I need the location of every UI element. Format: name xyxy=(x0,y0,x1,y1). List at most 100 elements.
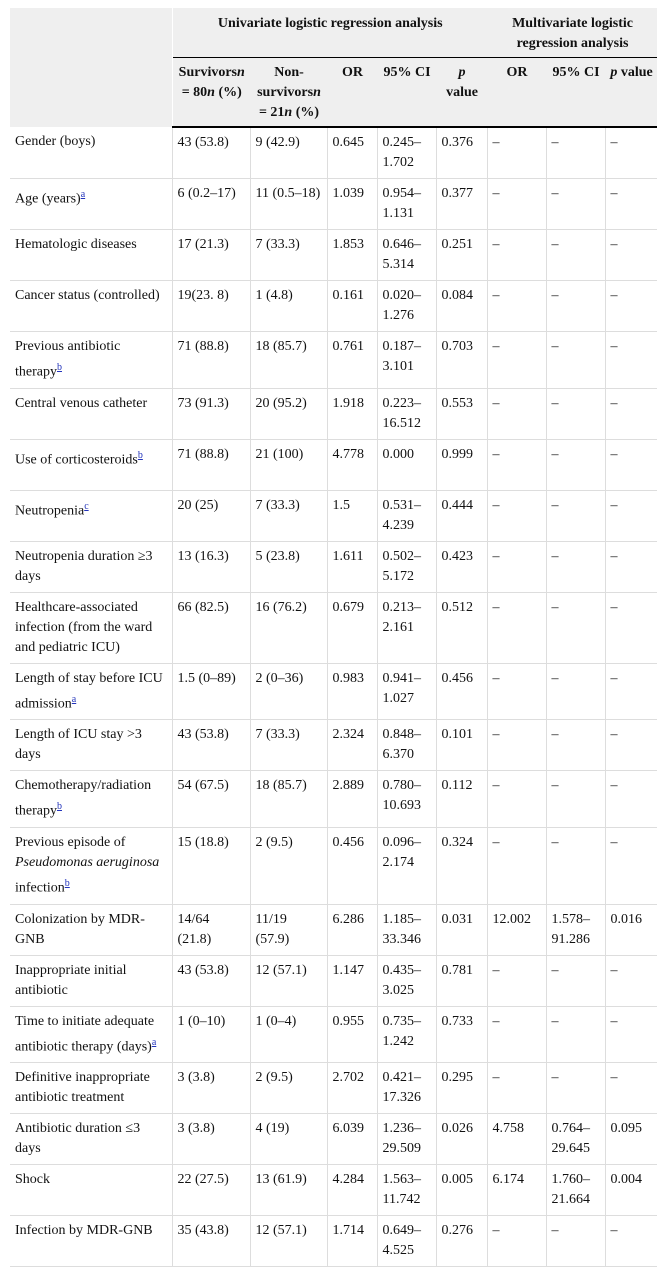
footnote-link[interactable]: b xyxy=(56,801,62,813)
footnote-link[interactable]: c xyxy=(84,500,89,512)
cell: – xyxy=(546,1006,606,1064)
cell: – xyxy=(487,280,547,332)
cell: 0.101 xyxy=(436,719,488,772)
table-row: Infection by MDR-GNB 35 (43.8) 12 (57.1) 1.… xyxy=(10,1215,658,1268)
cell: 1 (0–4) xyxy=(250,1006,328,1064)
cell: 0.423 xyxy=(436,541,488,593)
cell: – xyxy=(546,388,606,440)
cell: 5 (23.8) xyxy=(250,541,328,593)
cell: 12 (57.1) xyxy=(250,955,328,1007)
text: 95% CI xyxy=(383,65,431,80)
cell: – xyxy=(605,490,658,542)
cell: – xyxy=(605,127,658,179)
column-header: Non-survivorsn = 21n (%) xyxy=(250,57,327,128)
cell: 1.918 xyxy=(327,388,378,440)
cell: 0.553 xyxy=(436,388,488,440)
cell: 1.714 xyxy=(327,1215,378,1268)
footnote-link[interactable]: a xyxy=(71,693,77,705)
row-label: Previous antibiotic therapyb xyxy=(10,331,173,389)
cell: 0.295 xyxy=(436,1062,488,1115)
cell: 0.004 xyxy=(605,1164,658,1217)
cell: 22 (27.5) xyxy=(172,1164,251,1217)
table-row: Length of stay before ICU admissiona 1.5 … xyxy=(10,663,658,721)
cell: 0.781 xyxy=(436,955,488,1007)
cell: 0.848–6.370 xyxy=(377,719,437,772)
cell: 1 (4.8) xyxy=(250,280,328,332)
cell: 3 (3.8) xyxy=(172,1113,251,1166)
cell: 0.324 xyxy=(436,827,488,905)
text: Definitive inappropriate antibiotic trea… xyxy=(15,1070,150,1106)
italic-text: n xyxy=(207,85,215,100)
footnote-link[interactable]: b xyxy=(137,449,143,461)
table-row: Hematologic diseases 17 (21.3) 7 (33.3) 1.8… xyxy=(10,229,658,281)
table-row: Neutropenia duration ≥3 days 13 (16.3) 5 (… xyxy=(10,541,658,593)
footnote-link[interactable]: b xyxy=(64,877,70,889)
row-label: Use of corticosteroidsb xyxy=(10,439,173,491)
table-row: Age (years)a 6 (0.2–17) 11 (0.5–18) 1.039 0.… xyxy=(10,178,658,230)
text: 95% CI xyxy=(552,65,600,80)
text: Previous antibiotic therapy xyxy=(15,339,121,380)
text: (%) xyxy=(292,105,320,120)
footnote-link[interactable]: a xyxy=(80,189,86,200)
cell: 9 (42.9) xyxy=(250,127,328,179)
cell: 35 (43.8) xyxy=(172,1215,251,1268)
cell: 0.456 xyxy=(327,827,378,905)
cell: – xyxy=(605,331,658,389)
text: Neutropenia duration ≥3 days xyxy=(15,548,153,584)
footnote-link[interactable]: b xyxy=(56,362,62,373)
cell: 0.780–10.693 xyxy=(377,770,437,828)
row-label: Antibiotic duration ≤3 days xyxy=(10,1113,173,1166)
cell: – xyxy=(546,490,606,542)
cell: 17 (21.3) xyxy=(172,229,251,281)
cell: 0.005 xyxy=(436,1164,488,1217)
cell: 0.213–2.161 xyxy=(377,592,437,664)
cell: 0.377 xyxy=(436,178,488,230)
footnote-marker: b xyxy=(65,876,70,889)
cell: 71 (88.8) xyxy=(172,331,251,389)
cell: 13 (16.3) xyxy=(172,541,251,593)
cell: 0.112 xyxy=(436,770,488,828)
cell: – xyxy=(546,439,606,491)
cell: 12.002 xyxy=(487,904,547,956)
cell: – xyxy=(487,770,547,828)
cell: 0.703 xyxy=(436,331,488,389)
table-row: Neutropeniac 20 (25) 7 (33.3) 1.5 0.531–4.23… xyxy=(10,490,658,542)
column-header: p value xyxy=(605,57,658,128)
text: Gender (boys) xyxy=(15,134,96,149)
cell: 0.941–1.027 xyxy=(377,663,437,721)
footnote-link[interactable]: a xyxy=(151,1036,157,1048)
cell: – xyxy=(487,1062,547,1115)
text: OR xyxy=(342,65,363,80)
table-row: Gender (boys) 43 (53.8) 9 (42.9) 0.645 0.245… xyxy=(10,127,658,179)
text: Antibiotic duration ≤3 days xyxy=(15,1121,141,1157)
row-label: Previous episode of Pseudomonas aerugino… xyxy=(10,827,173,905)
cell: 19(23. 8) xyxy=(172,280,251,332)
text: OR xyxy=(506,65,528,80)
cell: 0.223–16.512 xyxy=(377,388,437,440)
cell: 2 (0–36) xyxy=(250,663,328,721)
row-label: Gender (boys) xyxy=(10,127,173,179)
cell: 0.421–17.326 xyxy=(377,1062,437,1115)
table-row: Previous antibiotic therapyb 71 (88.8) 18 … xyxy=(10,331,658,389)
cell: 4.778 xyxy=(327,439,378,491)
cell: 14/64 (21.8) xyxy=(172,904,251,956)
cell: 4.758 xyxy=(487,1113,547,1166)
text: infection xyxy=(15,880,65,896)
cell: – xyxy=(487,229,547,281)
cell: – xyxy=(546,770,606,828)
cell: 1.611 xyxy=(327,541,378,593)
cell: 4.284 xyxy=(327,1164,378,1217)
cell: – xyxy=(487,388,547,440)
text: Length of stay before ICU admission xyxy=(15,670,163,712)
footnote-marker: a xyxy=(72,692,76,705)
cell: 71 (88.8) xyxy=(172,439,251,491)
cell: 0.679 xyxy=(327,592,378,664)
cell: 0.161 xyxy=(327,280,378,332)
text: Central venous catheter xyxy=(15,395,148,411)
row-label: Hematologic diseases xyxy=(10,229,173,281)
cell: 0.761 xyxy=(327,331,378,389)
cell: 54 (67.5) xyxy=(172,770,251,828)
cell: – xyxy=(605,388,658,440)
cell: 0.444 xyxy=(436,490,488,542)
cell: 6.286 xyxy=(327,904,378,956)
